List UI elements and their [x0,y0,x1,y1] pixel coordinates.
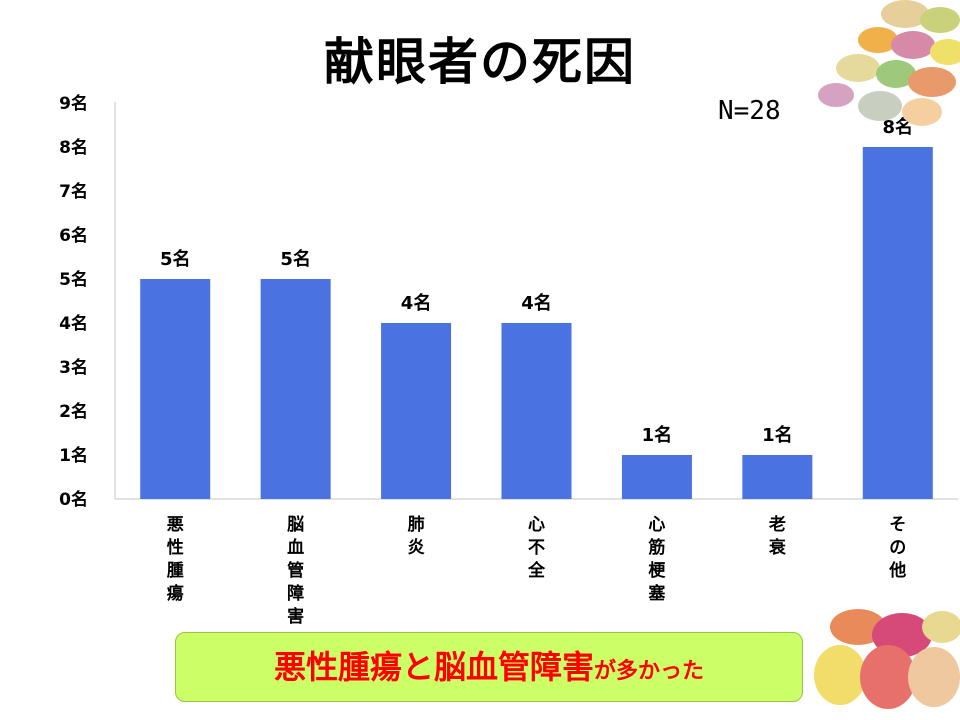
y-tick-label: 3名 [59,357,88,378]
bar [742,455,813,499]
conclusion-callout: 悪性腫瘍と脳血管障害が多かった [175,632,803,702]
bar [140,279,211,499]
category-label: その他 [888,515,906,581]
category-label: 心筋梗塞 [647,515,666,604]
data-label: 4名 [401,292,432,314]
y-tick-label: 9名 [59,93,88,114]
data-label: 1名 [762,424,793,446]
chart-title: 献眼者の死因 [324,33,636,91]
data-labels: 5名 5名 4名 4名 1名 1名 8名 [160,116,913,446]
sample-size-label: N=28 [718,96,781,126]
y-tick-label: 8名 [59,137,88,158]
data-label: 5名 [160,248,191,270]
category-label: 悪性腫瘍 [167,515,184,604]
y-tick-label: 1名 [59,445,88,466]
category-label: 脳血管障害 [287,515,304,627]
candy-decoration-top [818,0,960,126]
category-labels: 悪性腫瘍 脳血管障害 肺炎 心不全 心筋梗塞 老衰 その他 [167,514,907,627]
callout-rest: が多かった [594,659,705,684]
y-tick-label: 0名 [59,489,88,510]
category-label: 肺炎 [408,515,425,558]
bar [862,147,933,499]
bar [260,279,331,499]
bars [140,147,933,499]
callout-highlight: 悪性腫瘍と脳血管障害 [273,648,594,686]
y-tick-label: 7名 [59,181,88,202]
candy-decoration-bottom [814,609,960,709]
data-label: 4名 [521,292,552,314]
y-tick-labels: 0名 1名 2名 3名 4名 5名 6名 7名 8名 9名 [59,93,88,510]
category-label: 心不全 [527,515,546,581]
y-tick-label: 5名 [59,269,88,290]
bar [381,323,452,499]
data-label: 5名 [280,248,311,270]
bar [621,455,692,499]
y-tick-label: 4名 [59,313,88,334]
category-label: 老衰 [768,514,787,558]
bar [501,323,572,499]
data-label: 1名 [642,424,673,446]
data-label: 8名 [883,116,914,138]
y-tick-label: 6名 [59,225,88,246]
y-tick-label: 2名 [59,401,88,422]
